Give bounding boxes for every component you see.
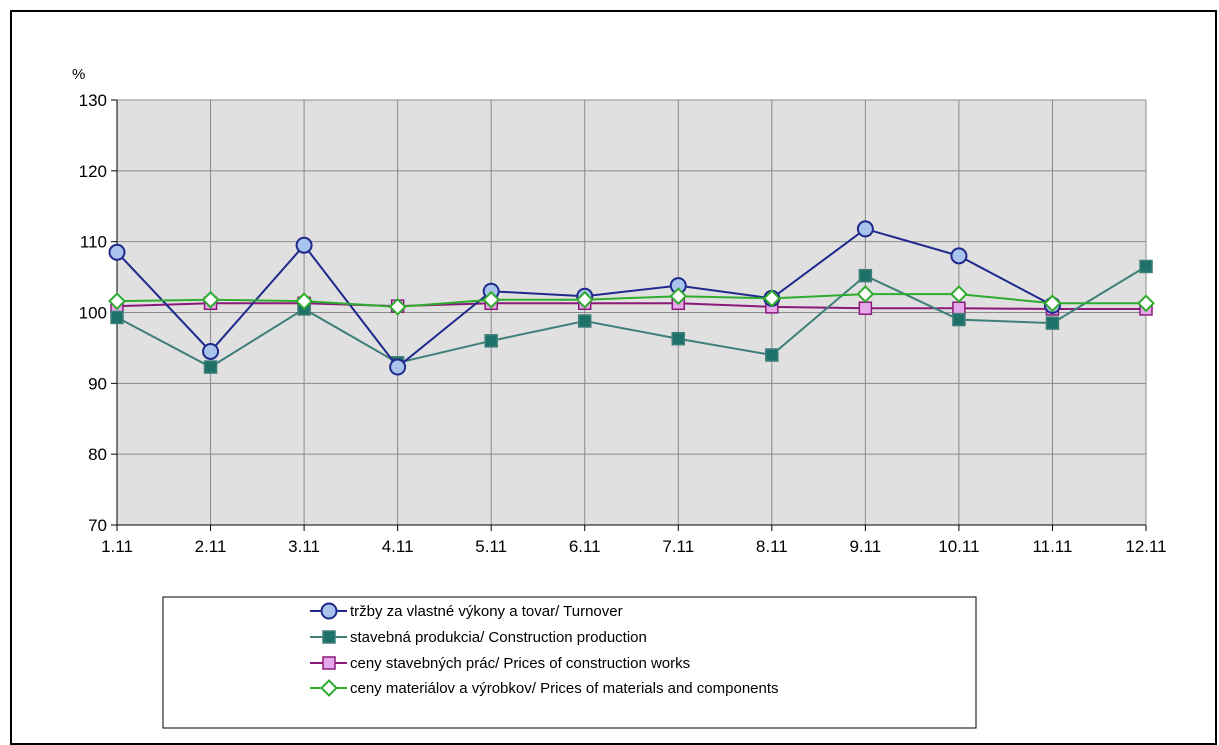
data-point <box>1139 259 1153 274</box>
y-tick-label: 120 <box>79 162 107 181</box>
data-point <box>295 292 314 311</box>
data-point <box>1045 316 1060 330</box>
data-point <box>858 268 873 283</box>
series-group <box>108 220 1155 376</box>
x-tick-label: 1.11 <box>101 537 133 556</box>
data-point <box>952 301 966 315</box>
legend-marker <box>322 656 336 670</box>
x-tick-label: 7.11 <box>662 537 694 556</box>
data-point <box>108 292 126 311</box>
y-tick-label: 70 <box>88 516 107 535</box>
series-line <box>116 265 1147 369</box>
data-point <box>1043 294 1062 313</box>
x-tick-label: 5.11 <box>475 537 507 556</box>
data-point <box>577 314 592 328</box>
data-point <box>1137 294 1155 313</box>
data-point <box>110 310 124 325</box>
series-4 <box>108 285 1155 316</box>
x-tick-label: 9.11 <box>849 537 881 556</box>
data-point <box>201 290 220 309</box>
data-point <box>856 220 874 238</box>
legend-label: tržby za vlastné výkony a tovar/ Turnove… <box>350 603 623 620</box>
legend-marker <box>320 602 338 620</box>
data-point <box>765 348 779 362</box>
data-point <box>295 236 313 254</box>
data-point <box>858 301 873 315</box>
data-point <box>575 290 594 309</box>
data-point <box>949 285 968 303</box>
axes: 70 80 90 100 110 120 130 1.11 2.11 3.11 4.11 5.11 6.… <box>79 91 1167 556</box>
data-point <box>108 243 126 261</box>
x-tick-label: 6.11 <box>569 537 601 556</box>
legend-label: ceny stavebných prác/ Prices of construc… <box>350 655 690 672</box>
data-point <box>484 334 498 348</box>
data-point <box>669 287 688 306</box>
data-point <box>952 312 966 327</box>
data-point <box>482 290 501 309</box>
y-tick-label: 90 <box>88 374 107 393</box>
data-point <box>762 289 781 308</box>
x-tick-label: 8.11 <box>756 537 788 556</box>
x-tick-label: 12.11 <box>1125 537 1166 556</box>
data-point <box>202 342 220 360</box>
x-tick-label: 10.11 <box>938 537 979 556</box>
legend-marker <box>322 630 336 644</box>
legend-box <box>162 596 977 729</box>
series-line <box>116 293 1146 308</box>
legend-marker <box>320 679 338 697</box>
data-point <box>671 331 686 346</box>
legend-label: stavebná produkcia/ Construction product… <box>350 629 647 646</box>
y-tick-label: 100 <box>79 304 107 323</box>
legend: tržby za vlastné výkony a tovar/ Turnove… <box>162 596 977 729</box>
y-tick-label: 130 <box>79 91 107 110</box>
y-unit-label: % <box>72 66 85 83</box>
data-point <box>389 358 407 376</box>
y-tick-label: 110 <box>80 233 107 252</box>
x-tick-label: 2.11 <box>195 537 227 556</box>
x-tick-label: 3.11 <box>288 537 320 556</box>
data-point <box>388 297 407 316</box>
series-line <box>116 302 1146 310</box>
x-tick-label: 11.11 <box>1032 537 1072 556</box>
x-tick-label: 4.11 <box>382 537 414 556</box>
legend-label: ceny materiálov a výrobkov/ Prices of ma… <box>350 680 779 697</box>
data-point <box>950 247 968 265</box>
y-tick-label: 80 <box>88 445 107 464</box>
data-point <box>203 360 218 374</box>
data-point <box>856 285 875 303</box>
